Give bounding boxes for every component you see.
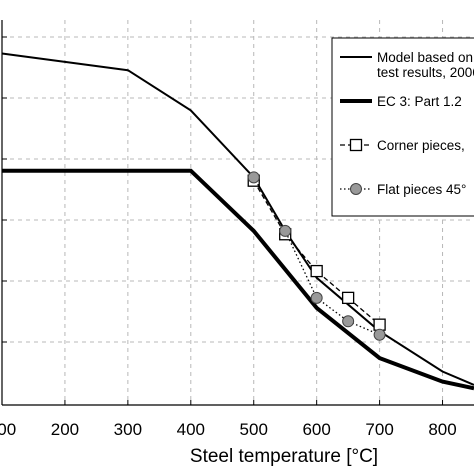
- corner-piece-marker: [310, 264, 323, 278]
- x-tick-label: 800: [428, 420, 456, 439]
- x-tick-label: 700: [365, 420, 393, 439]
- x-tick-label: 400: [177, 420, 205, 439]
- legend-label: Corner pieces,: [377, 138, 465, 153]
- flat-piece-marker: [310, 291, 323, 304]
- x-tick-label: 300: [114, 420, 142, 439]
- x-tick-label: 100: [0, 420, 16, 439]
- flat-piece-marker: [247, 171, 260, 184]
- axes: [1, 20, 474, 406]
- legend-label-line2: test results, 2006: [377, 65, 474, 80]
- flat-piece-marker: [342, 315, 355, 328]
- series-line-2: [2, 168, 474, 391]
- legend-label: Model based on: [377, 50, 473, 65]
- series-layer: [1, 52, 474, 391]
- legend-label: EC 3: Part 1.2: [377, 94, 462, 109]
- x-tick-label: 600: [302, 420, 330, 439]
- x-axis-title: Steel temperature [°C]: [190, 446, 378, 467]
- x-tick-label: 200: [51, 420, 79, 439]
- flat-piece-marker: [373, 328, 386, 341]
- x-tick-label: 500: [240, 420, 268, 439]
- flat-piece-marker: [279, 224, 292, 237]
- legend-swatch-circle: [350, 183, 362, 195]
- series-line-3: [253, 180, 381, 326]
- corner-piece-marker: [373, 318, 386, 331]
- legend-swatch-square: [349, 138, 363, 152]
- corner-piece-marker: [341, 291, 355, 305]
- legend-label: Flat pieces 45°: [377, 182, 466, 197]
- x-tick-labels: 100 200 300 400 500 600 700 800: [0, 420, 457, 439]
